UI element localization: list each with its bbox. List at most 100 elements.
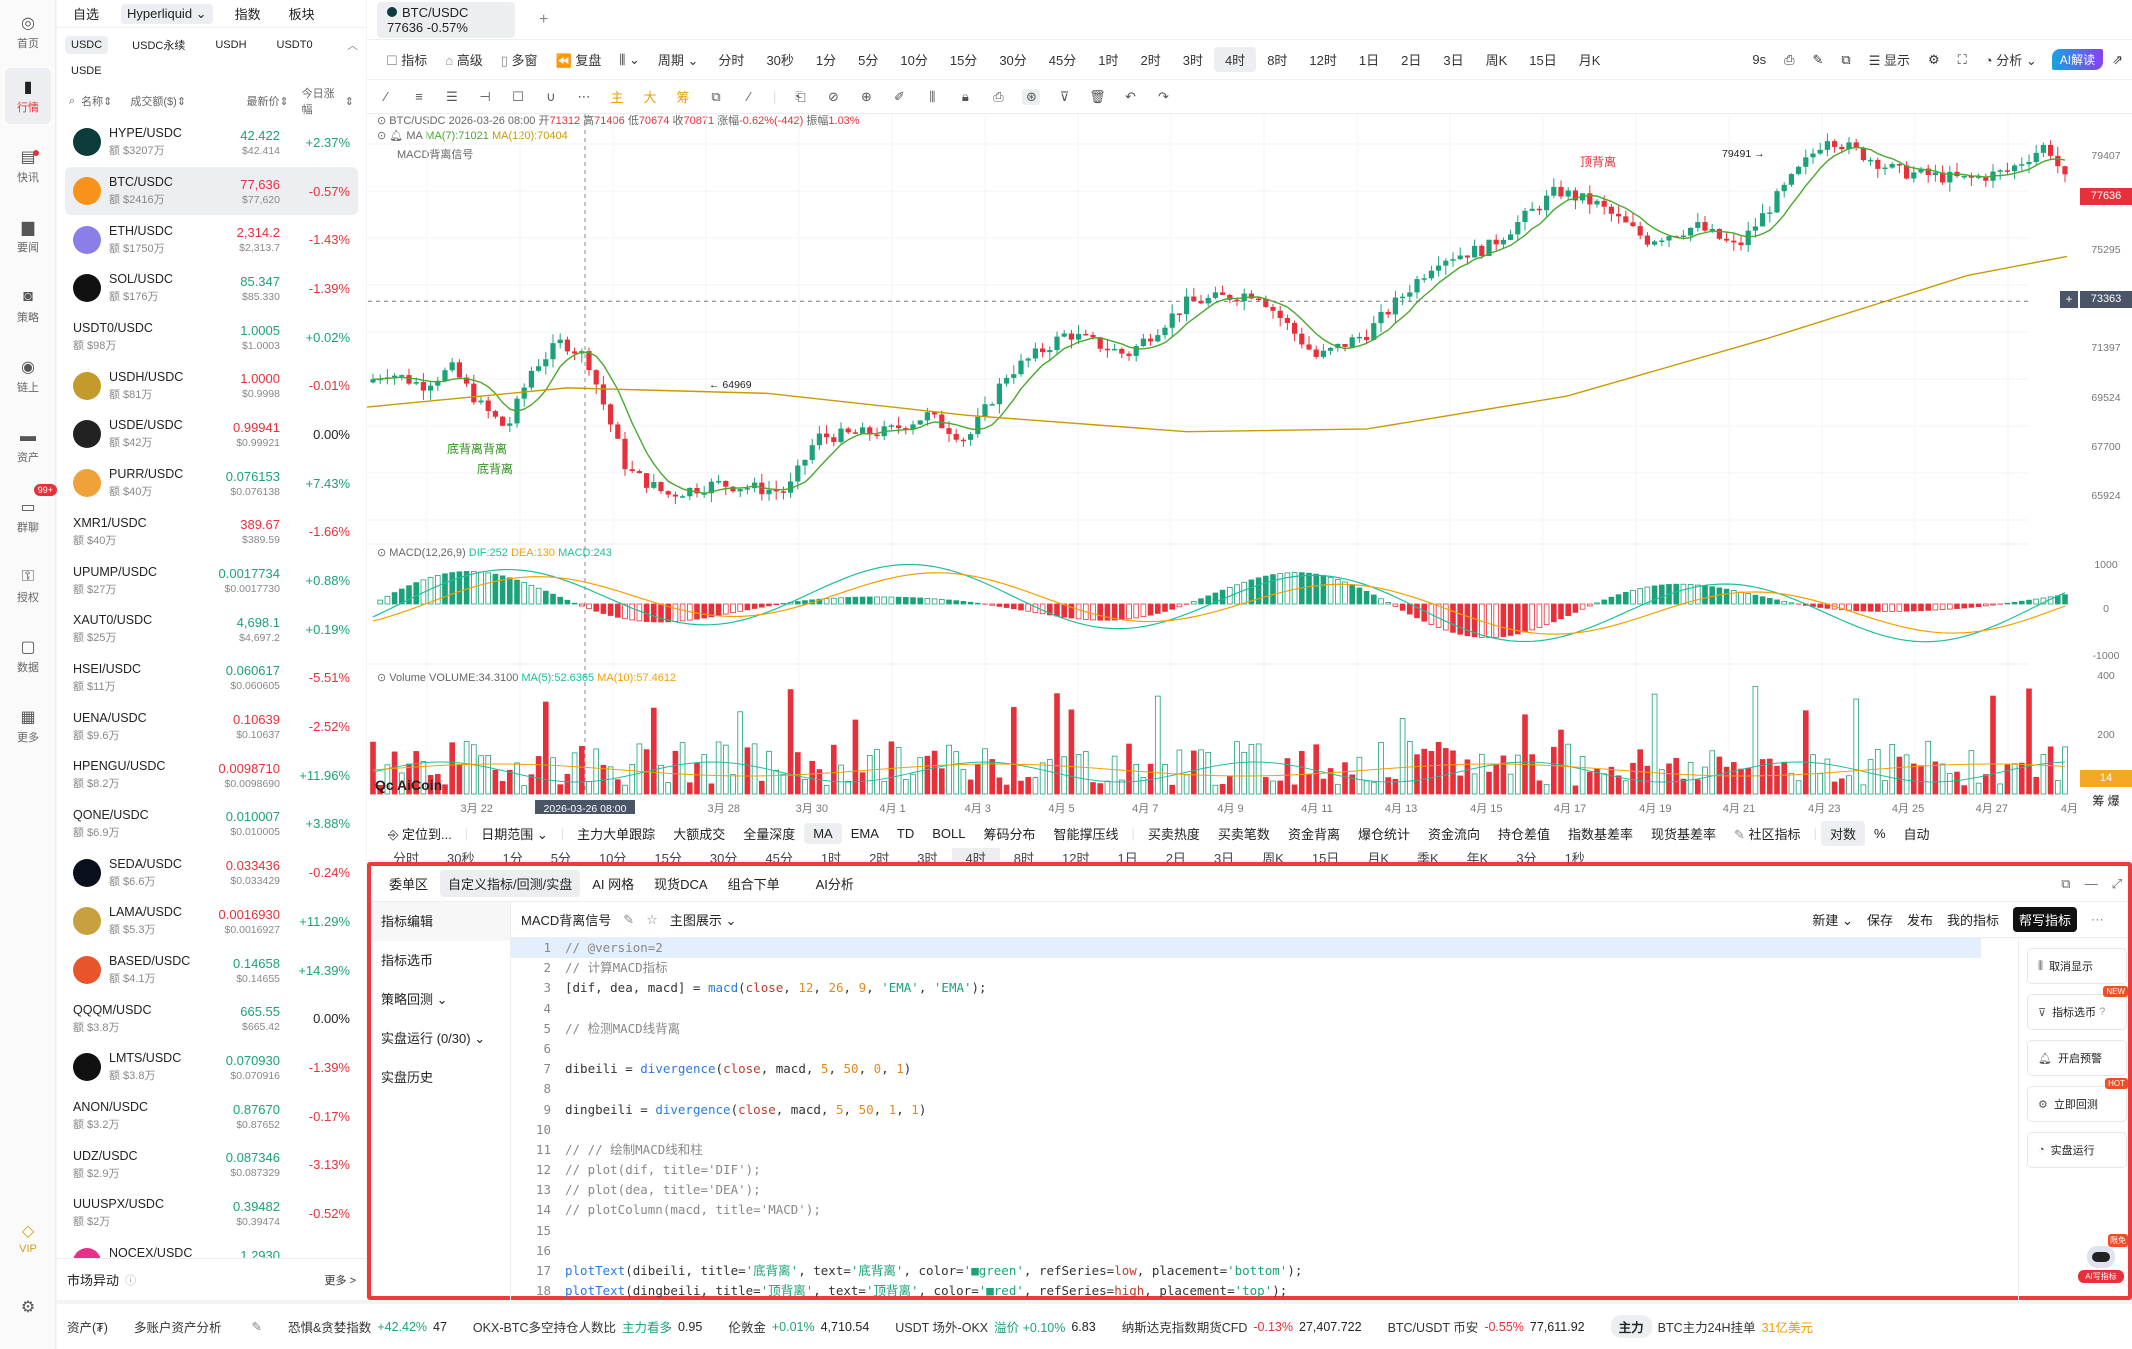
copy-icon[interactable]: ⧉ <box>711 88 721 104</box>
market-row[interactable]: UDZ/USDC 额 $2.9万 0.087346 $0.087329 -3.13% <box>73 1148 350 1180</box>
period-strip-item[interactable]: 月K <box>1367 851 1389 862</box>
market-row[interactable]: ANON/USDC 额 $3.2万 0.87670 $0.87652 -0.17% <box>73 1100 350 1132</box>
ticker-item-4[interactable]: 伦敦金 +0.01% 4,710.54 <box>728 1319 870 1336</box>
pen-icon[interactable]: ✎ <box>1812 51 1824 67</box>
settings-icon[interactable]: ⚙ <box>1927 51 1940 67</box>
period-8[interactable]: 1时 <box>1098 53 1119 68</box>
code-editor[interactable]: 1// @version=2 2// 计算MACD指标 3 [dif, dea, ma… <box>511 938 1981 1300</box>
chevron-up-icon[interactable]: ︿ <box>347 40 358 52</box>
redo-icon[interactable]: ↷ <box>1157 88 1169 104</box>
ticker-item-3[interactable]: OKX-BTC多空持仓人数比 主力看多 0.95 <box>472 1319 703 1336</box>
candle-type-select[interactable]: ⫼ ⌄ <box>619 51 640 67</box>
market-row[interactable]: ETH/USDC 额 $1750万 2,314.2 $2,313.7 -1.43% <box>65 215 358 264</box>
period-10[interactable]: 3时 <box>1182 53 1203 68</box>
period-strip-item[interactable]: 年K <box>1466 851 1489 862</box>
link-icon[interactable]: ⊛ <box>1022 88 1041 105</box>
vip-button[interactable]: ◇ VIP <box>19 1222 37 1255</box>
indicator-shortcut-4[interactable]: 全量深度 <box>743 826 796 842</box>
new-window-icon[interactable]: ⧉ <box>1841 51 1851 67</box>
indicator-shortcut-18[interactable]: 现货基差率 <box>1651 826 1717 842</box>
market-row[interactable]: HPENGU/USDC 额 $8.2万 0.0098710 $0.0098690 +… <box>73 759 350 791</box>
nav-item-2[interactable]: ▤ 快讯 <box>17 148 39 184</box>
col-name[interactable]: 名称 ⇕ <box>81 95 113 109</box>
market-row[interactable]: SEDA/USDC 额 $6.6万 0.033436 $0.033429 -0.24… <box>65 848 358 897</box>
side-button-1[interactable]: ⊽ 指标选币 ? NEW <box>2027 986 2128 1030</box>
indicator-shortcut-22[interactable]: 自动 <box>1903 826 1930 842</box>
rect-icon[interactable]: ☐ <box>512 88 524 104</box>
editor-action-1[interactable]: 保存 <box>1866 913 1893 928</box>
period-16[interactable]: 3日 <box>1443 53 1464 68</box>
ticker-item-8[interactable]: 主力 BTC主力24H挂单 31亿美元 <box>1610 1315 1813 1338</box>
side-button-0[interactable]: ⫼ 取消显示 <box>2027 948 2127 984</box>
edit-icon[interactable]: ✎ <box>623 911 635 927</box>
indicator-shortcut-14[interactable]: 爆仓统计 <box>1357 826 1410 842</box>
indicator-shortcut-7[interactable]: TD <box>896 825 915 841</box>
market-row[interactable]: BTC/USDC 额 $2416万 77,636 $77,620 -0.57% <box>65 166 358 216</box>
market-row[interactable]: XAUT0/USDC 额 $25万 4,698.1 $4,697.2 +0.19% <box>73 613 350 645</box>
more-icon[interactable]: ⋯ <box>2091 911 2104 927</box>
ticker-item-0[interactable]: 资产(₮) <box>67 1321 108 1335</box>
ticker-item-5[interactable]: USDT 场外-OKX 溢价 +0.10% 6.83 <box>895 1319 1096 1336</box>
editor-tab-5[interactable]: AI分析 <box>815 877 854 892</box>
collapse-icon[interactable]: ⊙ <box>377 115 387 127</box>
period-15[interactable]: 2日 <box>1401 53 1422 68</box>
period-strip-item[interactable]: 1时 <box>820 851 842 862</box>
indicator-shortcut-6[interactable]: EMA <box>850 825 879 841</box>
popout-icon[interactable]: ⧉ <box>2061 875 2071 891</box>
period-strip-item[interactable]: 10分 <box>598 851 627 862</box>
period-strip-item[interactable]: 8时 <box>1013 851 1034 862</box>
quote-tab-2[interactable]: USDH <box>215 39 247 51</box>
market-row[interactable]: UPUMP/USDC 额 $27万 0.0017734 $0.0017730 +0.… <box>73 564 350 596</box>
ticker-item-7[interactable]: BTC/USDT 币安 -0.55% 77,611.92 <box>1387 1319 1585 1336</box>
period-strip-item[interactable]: 15日 <box>1311 851 1340 862</box>
quote-tab-0[interactable]: USDC <box>65 36 109 54</box>
minimize-icon[interactable]: — <box>2084 875 2098 891</box>
market-row[interactable]: XMR1/USDC 额 $40万 389.67 $389.59 -1.66% <box>73 515 350 547</box>
market-row[interactable]: USDE/USDC 额 $42万 0.99941 $0.99921 0.00% <box>65 410 358 459</box>
period-strip-item[interactable]: 3日 <box>1213 851 1235 862</box>
toolbar-1[interactable]: ⌂ 高级 <box>445 53 483 68</box>
indicator-shortcut-8[interactable]: BOLL <box>932 825 966 841</box>
indicator-shortcut-10[interactable]: 智能撑压线 <box>1053 826 1119 842</box>
editor-action-2[interactable]: 发布 <box>1906 913 1933 928</box>
collapse-icon[interactable]: ⊙ <box>377 130 387 142</box>
nav-item-0[interactable]: ◎ 首页 <box>17 14 39 50</box>
period-5[interactable]: 15分 <box>949 53 978 68</box>
nav-item-9[interactable]: ▢ 数据 <box>17 638 39 674</box>
lock-icon[interactable]: 🔒︎ <box>961 88 969 104</box>
col-volume[interactable]: 成交额($) ⇕ <box>130 95 187 109</box>
ticker-item-6[interactable]: 纳斯达克指数期货CFD -0.13% 27,407.722 <box>1121 1319 1362 1336</box>
nav-item-8[interactable]: ⚿ 授权 <box>17 567 39 604</box>
period-strip-item[interactable]: 季K <box>1416 851 1439 862</box>
market-row[interactable]: SOL/USDC 额 $176万 85.347 $85.330 -1.39% <box>65 264 358 313</box>
main-icon[interactable]: 主 <box>610 90 624 105</box>
market-row[interactable]: HSEI/USDC 额 $11万 0.060617 $0.060605 -5.51% <box>73 661 350 693</box>
market-row[interactable]: USDT0/USDC 额 $98万 1.0005 $1.0003 +0.02% <box>73 321 350 353</box>
display-button[interactable]: ☰ 显示 <box>1868 53 1910 68</box>
market-row[interactable]: LAMA/USDC 额 $5.3万 0.0016930 $0.0016927 +11… <box>65 897 358 946</box>
add-tab-button[interactable]: + <box>539 10 549 28</box>
period-12[interactable]: 8时 <box>1267 53 1288 68</box>
period-18[interactable]: 15日 <box>1529 53 1557 68</box>
measure-icon[interactable]: ⁄ <box>747 89 751 104</box>
period-strip-item[interactable]: 周K <box>1262 851 1284 862</box>
editor-tab-4[interactable]: 组合下单 <box>727 877 780 892</box>
filter-icon[interactable]: ⊽ <box>1059 88 1070 104</box>
period-3[interactable]: 5分 <box>858 53 879 68</box>
indicator-shortcut-15[interactable]: 资金流向 <box>1427 826 1480 842</box>
toolbar-0[interactable]: ☐ 指标 <box>386 53 428 68</box>
col-price[interactable]: 最新价 ⇕ <box>246 95 289 109</box>
analysis-button[interactable]: ◔ 分析 ⌄ <box>1984 53 2037 68</box>
chip-icon[interactable]: 筹 <box>676 90 690 105</box>
hline-icon[interactable]: ⊣ <box>479 88 491 104</box>
period-9[interactable]: 2时 <box>1140 53 1161 68</box>
ticker-item-2[interactable]: 恐惧&贪婪指数 +42.42% 47 <box>287 1319 447 1336</box>
period-strip-item[interactable]: 12时 <box>1062 851 1090 862</box>
indicator-shortcut-20[interactable]: 对数 <box>1820 820 1865 846</box>
editor-tab-3[interactable]: 现货DCA <box>654 877 708 892</box>
market-row[interactable]: PURR/USDC 额 $40万 0.076153 $0.076138 +7.43% <box>65 459 358 508</box>
search-icon[interactable]: ⌕ <box>69 94 76 107</box>
share-icon[interactable]: ⇗ <box>2112 51 2123 67</box>
ai-explain-button[interactable]: AI解读 <box>2051 49 2104 70</box>
